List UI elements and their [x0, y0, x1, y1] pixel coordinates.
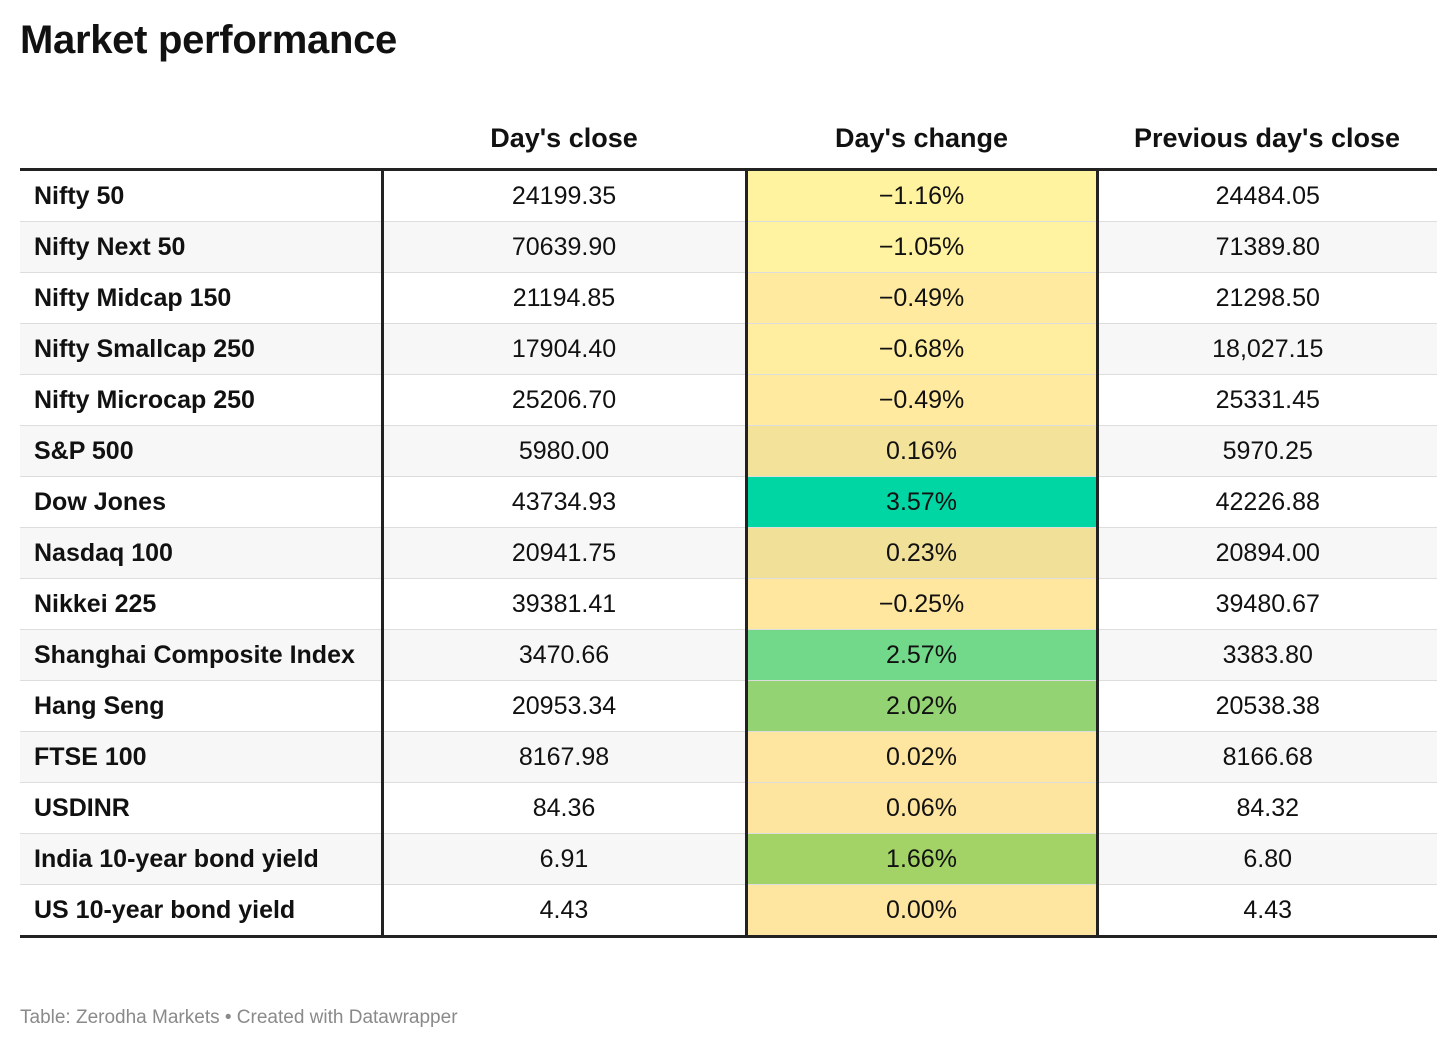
row-previous-close: 20894.00 — [1097, 527, 1437, 579]
row-days-close: 6.91 — [382, 833, 746, 885]
table-row: Nifty Next 50 70639.90 −1.05% 71389.80 — [20, 221, 1437, 273]
table-row: Nifty 50 24199.35 −1.16% 24484.05 — [20, 169, 1437, 222]
table-row: India 10-year bond yield 6.91 1.66% 6.80 — [20, 833, 1437, 885]
row-days-close: 20953.34 — [382, 680, 746, 732]
row-days-change: −0.68% — [744, 323, 1099, 375]
source-footer: Table: Zerodha Markets • Created with Da… — [20, 1007, 458, 1028]
row-days-change: 0.02% — [744, 731, 1099, 783]
row-name: Dow Jones — [20, 476, 384, 528]
table-row: FTSE 100 8167.98 0.02% 8166.68 — [20, 731, 1437, 783]
row-days-change: −0.49% — [744, 374, 1099, 426]
row-name: Shanghai Composite Index — [20, 629, 384, 681]
row-name: Nasdaq 100 — [20, 527, 384, 579]
row-days-close: 21194.85 — [382, 272, 746, 324]
row-name: US 10-year bond yield — [20, 884, 384, 938]
header-days-close: Day's close — [382, 108, 746, 171]
row-name: Nifty Midcap 150 — [20, 272, 384, 324]
row-previous-close: 39480.67 — [1097, 578, 1437, 630]
row-previous-close: 20538.38 — [1097, 680, 1437, 732]
row-days-close: 17904.40 — [382, 323, 746, 375]
chart-title: Market performance — [20, 18, 397, 62]
row-previous-close: 84.32 — [1097, 782, 1437, 834]
row-previous-close: 25331.45 — [1097, 374, 1437, 426]
table-row: Hang Seng 20953.34 2.02% 20538.38 — [20, 680, 1437, 732]
row-name: Nifty Smallcap 250 — [20, 323, 384, 375]
table-row: Nifty Midcap 150 21194.85 −0.49% 21298.50 — [20, 272, 1437, 324]
row-name: FTSE 100 — [20, 731, 384, 783]
row-previous-close: 3383.80 — [1097, 629, 1437, 681]
row-days-close: 43734.93 — [382, 476, 746, 528]
row-previous-close: 21298.50 — [1097, 272, 1437, 324]
row-days-close: 25206.70 — [382, 374, 746, 426]
row-previous-close: 5970.25 — [1097, 425, 1437, 477]
row-days-change: 3.57% — [744, 476, 1099, 528]
row-previous-close: 42226.88 — [1097, 476, 1437, 528]
header-days-change: Day's change — [746, 108, 1097, 171]
row-previous-close: 6.80 — [1097, 833, 1437, 885]
row-name: Nifty 50 — [20, 169, 384, 222]
row-days-change: 0.16% — [744, 425, 1099, 477]
row-name: USDINR — [20, 782, 384, 834]
row-days-close: 4.43 — [382, 884, 746, 938]
header-name — [20, 108, 382, 171]
row-days-change: −1.05% — [744, 221, 1099, 273]
row-days-close: 84.36 — [382, 782, 746, 834]
row-days-change: 0.23% — [744, 527, 1099, 579]
row-days-change: −0.49% — [744, 272, 1099, 324]
row-days-change: 2.57% — [744, 629, 1099, 681]
table-row: Nikkei 225 39381.41 −0.25% 39480.67 — [20, 578, 1437, 630]
row-days-change: 2.02% — [744, 680, 1099, 732]
header-previous-close: Previous day's close — [1097, 108, 1437, 171]
row-previous-close: 8166.68 — [1097, 731, 1437, 783]
row-previous-close: 24484.05 — [1097, 169, 1437, 222]
row-previous-close: 71389.80 — [1097, 221, 1437, 273]
row-days-change: 0.06% — [744, 782, 1099, 834]
table-row: S&P 500 5980.00 0.16% 5970.25 — [20, 425, 1437, 477]
table-row: USDINR 84.36 0.06% 84.32 — [20, 782, 1437, 834]
row-days-close: 5980.00 — [382, 425, 746, 477]
row-days-change: −1.16% — [744, 169, 1099, 222]
table-row: Nifty Microcap 250 25206.70 −0.49% 25331.45 — [20, 374, 1437, 426]
row-name: Hang Seng — [20, 680, 384, 732]
row-days-close: 24199.35 — [382, 169, 746, 222]
table-row: Shanghai Composite Index 3470.66 2.57% 3383… — [20, 629, 1437, 681]
market-table: Day's close Day's change Previous day's … — [20, 108, 1437, 938]
row-name: Nifty Microcap 250 — [20, 374, 384, 426]
row-days-close: 20941.75 — [382, 527, 746, 579]
table-row: Nasdaq 100 20941.75 0.23% 20894.00 — [20, 527, 1437, 579]
row-days-close: 70639.90 — [382, 221, 746, 273]
table-body: Nifty 50 24199.35 −1.16% 24484.05 Nifty Next… — [20, 169, 1437, 938]
row-days-close: 3470.66 — [382, 629, 746, 681]
row-days-change: 0.00% — [744, 884, 1099, 938]
header-row: Day's close Day's change Previous day's … — [20, 108, 1437, 171]
table-row: Dow Jones 43734.93 3.57% 42226.88 — [20, 476, 1437, 528]
row-name: India 10-year bond yield — [20, 833, 384, 885]
table-row: Nifty Smallcap 250 17904.40 −0.68% 18,027.1… — [20, 323, 1437, 375]
row-days-close: 39381.41 — [382, 578, 746, 630]
row-name: Nikkei 225 — [20, 578, 384, 630]
table-row: US 10-year bond yield 4.43 0.00% 4.43 — [20, 884, 1437, 938]
row-previous-close: 4.43 — [1097, 884, 1437, 938]
row-name: Nifty Next 50 — [20, 221, 384, 273]
row-days-change: −0.25% — [744, 578, 1099, 630]
row-name: S&P 500 — [20, 425, 384, 477]
row-days-close: 8167.98 — [382, 731, 746, 783]
row-days-change: 1.66% — [744, 833, 1099, 885]
row-previous-close: 18,027.15 — [1097, 323, 1437, 375]
